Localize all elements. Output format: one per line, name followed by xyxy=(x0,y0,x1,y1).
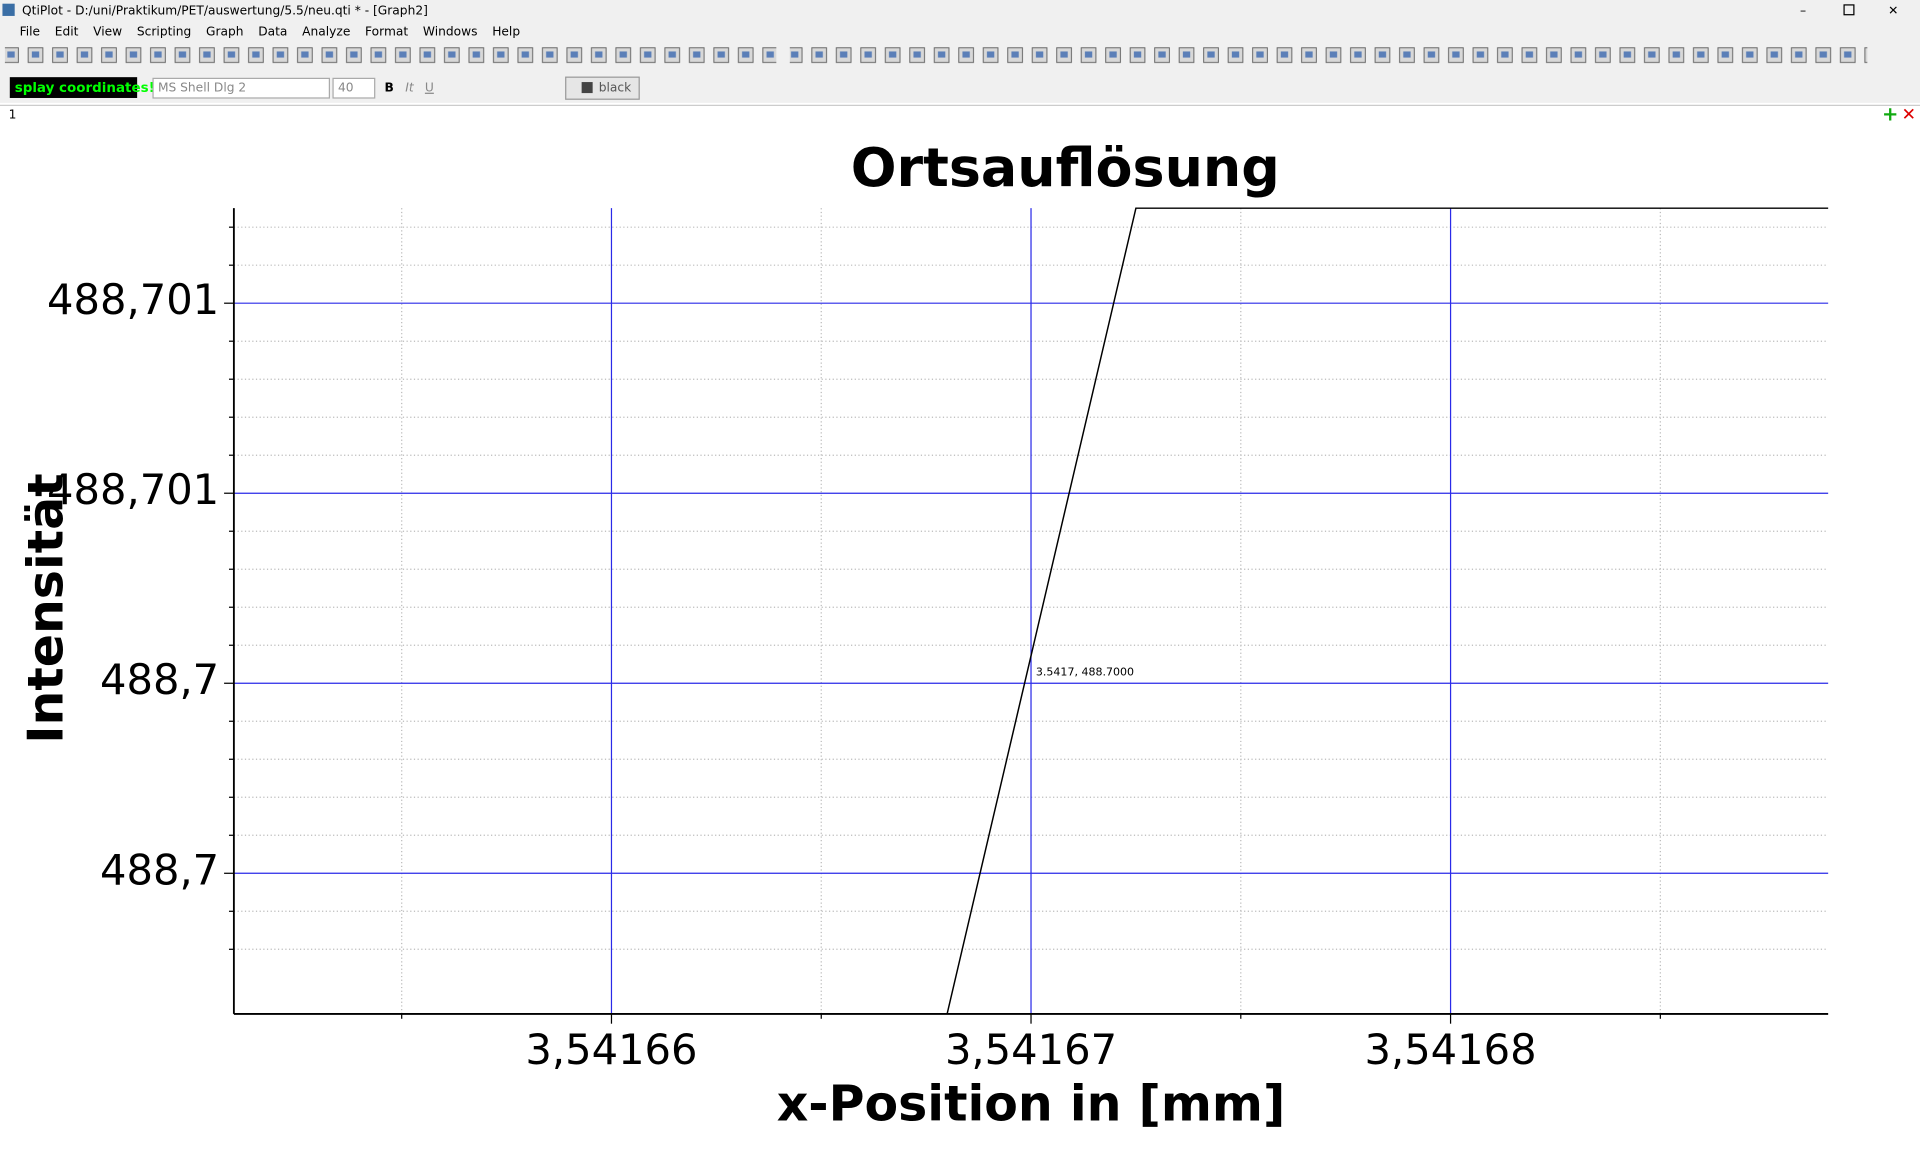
menu-item[interactable]: Scripting xyxy=(137,24,191,38)
y-tick-label: 488,701 xyxy=(47,275,219,324)
italic[interactable]: It xyxy=(405,81,415,95)
menu-item[interactable]: Analyze xyxy=(302,24,350,38)
toolbar-icons xyxy=(789,44,1868,67)
y-axis-label: Intensität xyxy=(17,473,74,743)
annotation: 3.5417, 488.7000 xyxy=(1036,665,1134,678)
menu-item[interactable]: Data xyxy=(258,24,287,38)
plot: Ortsauflösung x-Position in [mm] Intensitä… xyxy=(17,136,1829,1132)
coordinates-text: splay coordinates! xyxy=(15,81,155,96)
y-tick-label: 488,7 xyxy=(100,845,219,894)
menu-item[interactable]: Help xyxy=(492,24,520,38)
menu-item[interactable]: File xyxy=(20,24,40,38)
menu-item[interactable]: Format xyxy=(365,24,408,38)
font-select[interactable] xyxy=(152,77,330,99)
tab[interactable]: 1 xyxy=(9,108,17,122)
x-tick-label: 3,54166 xyxy=(525,1025,697,1074)
font-name: MS Shell Dlg 2 xyxy=(158,81,246,95)
menu-item[interactable]: Windows xyxy=(423,24,478,38)
data-line xyxy=(946,207,1829,1015)
toolbar-icons xyxy=(4,44,777,67)
app-icon xyxy=(2,3,15,16)
coordinates-button[interactable] xyxy=(9,77,138,98)
y-tick-label: 488,7 xyxy=(100,655,219,704)
font-size: 40 xyxy=(338,81,354,95)
x-tick-label: 3,54167 xyxy=(945,1025,1117,1074)
x-tick-label: 3,54168 xyxy=(1364,1025,1536,1074)
bold[interactable]: B xyxy=(384,81,393,95)
underline[interactable]: U xyxy=(425,81,434,95)
maximize[interactable] xyxy=(1843,4,1855,16)
y-tick-label: 488,701 xyxy=(47,465,219,514)
color-swatch xyxy=(581,82,593,94)
chart-title: Ortsauflösung xyxy=(851,136,1280,199)
window-title: QtiPlot - D:/uni/Praktikum/PET/auswertun… xyxy=(22,4,428,18)
remove-layer[interactable]: ✕ xyxy=(1902,105,1916,125)
minimize[interactable]: – xyxy=(1800,4,1806,18)
x-axis-label: x-Position in [mm] xyxy=(777,1075,1286,1132)
menu-item[interactable]: View xyxy=(93,24,122,38)
menu-item[interactable]: Graph xyxy=(206,24,244,38)
menu-bar: File Edit View Scripting Graph Data Analyze For… xyxy=(20,24,521,38)
font-size-box[interactable] xyxy=(332,77,376,99)
add-layer[interactable]: + xyxy=(1882,103,1898,126)
close[interactable]: ✕ xyxy=(1888,4,1898,18)
color-name: black xyxy=(599,81,632,95)
menu-item[interactable]: Edit xyxy=(55,24,79,38)
